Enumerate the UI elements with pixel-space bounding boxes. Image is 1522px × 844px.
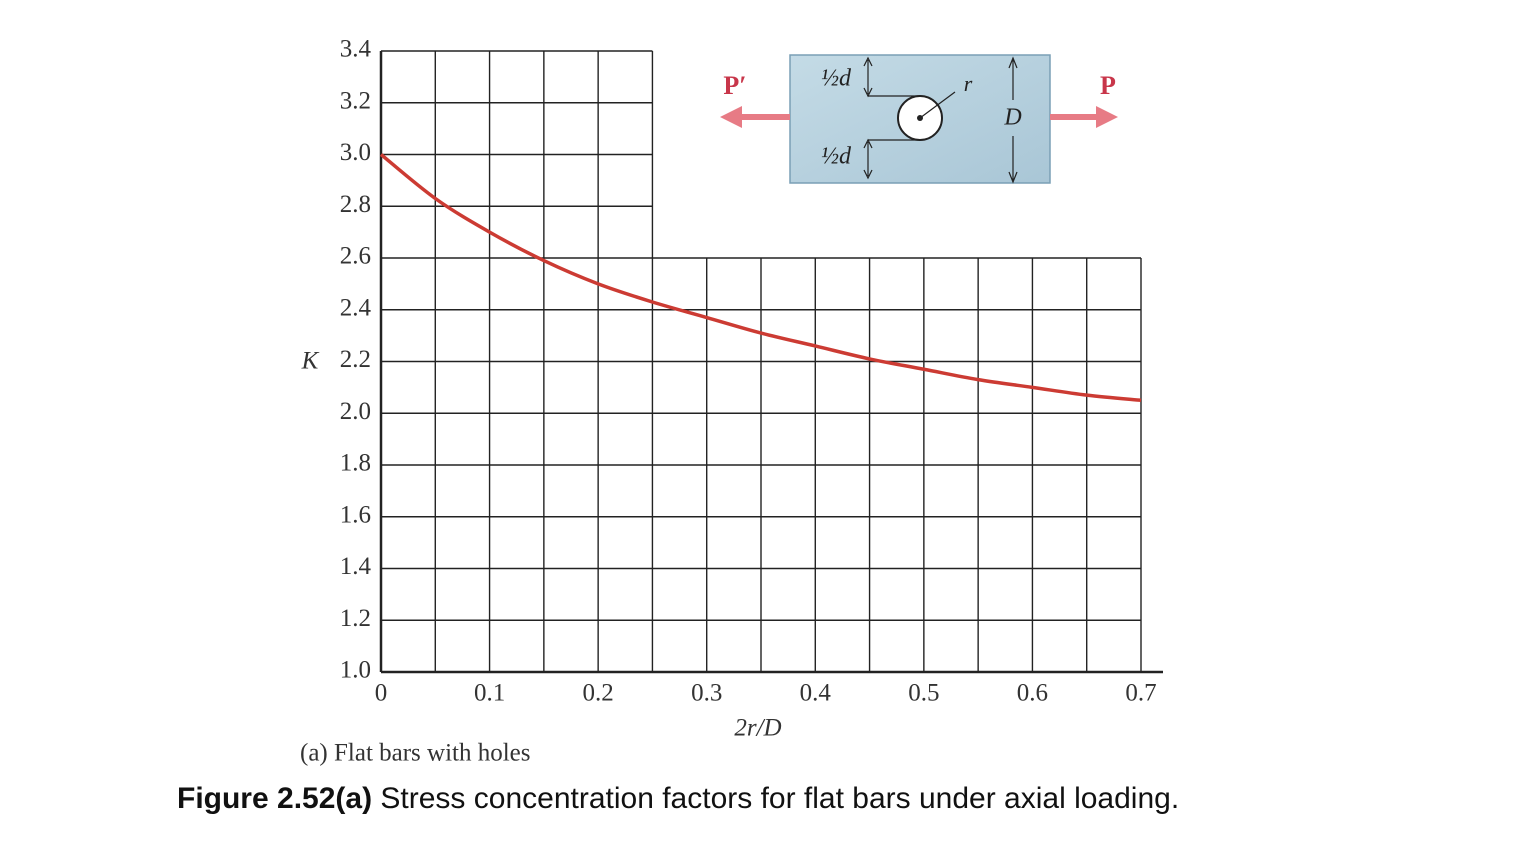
y-tick-label: 2.6 [340, 243, 371, 270]
dimension-arrows [863, 56, 873, 180]
curve [379, 153, 1142, 403]
x-tick-label: 0.7 [1125, 680, 1156, 707]
width-arrows [1008, 56, 1018, 184]
y-tick-label: 1.4 [340, 553, 372, 580]
radius-label: r [964, 71, 973, 96]
inset-diagram: P′ P ½d ½d r D [720, 54, 1118, 184]
x-tick-label: 0.2 [583, 680, 614, 707]
dimension-line [868, 95, 920, 141]
y-axis-label: K [301, 348, 320, 375]
arrow-head [1096, 106, 1118, 128]
y-tick-label: 1.0 [340, 657, 371, 684]
dimension-label: ½d [821, 66, 852, 92]
y-tick-label: 2.2 [340, 346, 371, 373]
y-tick-label: 2.4 [340, 294, 372, 321]
x-tick-label: 0.4 [800, 680, 832, 707]
figure-label: Figure 2.52(a) [177, 782, 372, 815]
plot: 1.0 1.2 1.4 1.6 1.8 2.0 2.2 2.4 2.6 2.8 3.0 3.2 3.4 0… [340, 36, 1163, 707]
y-tick-label: 1.8 [340, 450, 371, 477]
x-tick-label: 0.5 [908, 680, 939, 707]
y-tick-label: 3.0 [340, 139, 371, 166]
y-tick-label: 2.0 [340, 398, 371, 425]
y-tick-label: 1.2 [340, 605, 371, 632]
x-tick-label: 0.1 [474, 680, 505, 707]
radius-line [919, 91, 956, 119]
caption: (a) Flat bars with holes [300, 740, 531, 767]
x-tick-label: 0 [375, 680, 388, 707]
load-label: P′ [723, 71, 746, 100]
load-label: P [1100, 71, 1116, 100]
figure-caption: Figure 2.52(a) Stress concentration fact… [177, 782, 1179, 815]
width-label: D [1003, 105, 1021, 131]
y-tick-label: 3.4 [340, 36, 372, 63]
x-axis-label: 2r/D [734, 715, 781, 742]
figure-text: Stress concentration factors for flat ba… [380, 782, 1179, 815]
y-tick-label: 1.6 [340, 501, 371, 528]
dimension-label: ½d [821, 144, 852, 170]
y-tick-label: 3.2 [340, 87, 371, 114]
x-tick-label: 0.3 [691, 680, 722, 707]
y-tick-label: 2.8 [340, 191, 371, 218]
x-tick-label: 0.6 [1017, 680, 1048, 707]
arrow-head [720, 106, 742, 128]
